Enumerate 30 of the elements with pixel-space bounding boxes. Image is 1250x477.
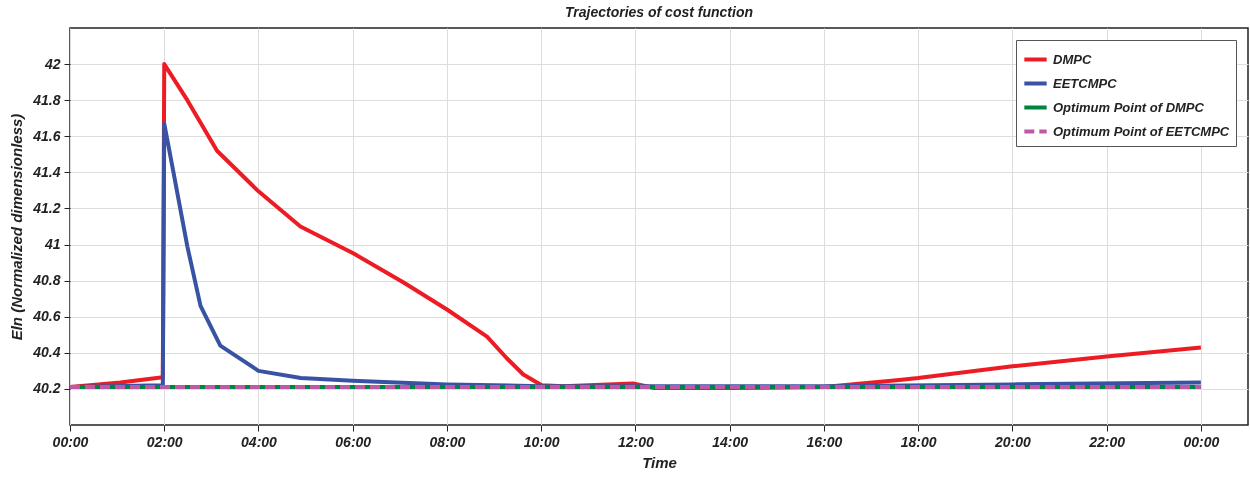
x-tick-label: 02:00 <box>146 433 183 450</box>
x-tick-label: 12:00 <box>618 433 655 450</box>
y-tick-label: 40.6 <box>32 308 61 325</box>
y-tick-label: 41 <box>43 236 61 253</box>
y-tick-label: 42 <box>43 55 61 72</box>
y-tick-label: 41.6 <box>32 127 61 144</box>
legend-label: Optimum Point of EETCMPC <box>1053 123 1230 139</box>
y-tick-label: 40.2 <box>32 380 61 397</box>
x-tick-label: 06:00 <box>335 433 372 450</box>
x-tick-label: 10:00 <box>523 433 560 450</box>
x-tick-label: 18:00 <box>900 433 937 450</box>
x-tick-label: 00:00 <box>52 433 89 450</box>
legend-label: Optimum Point of DMPC <box>1053 99 1205 115</box>
y-tick-label: 41.2 <box>32 199 61 216</box>
legend-label: EETCMPC <box>1053 75 1118 91</box>
y-tick-label: 40.8 <box>32 272 61 289</box>
x-tick-label: 08:00 <box>429 433 466 450</box>
chart-title: Trajectories of cost function <box>565 4 753 20</box>
x-tick-label: 16:00 <box>806 433 843 450</box>
x-tick-label: 22:00 <box>1088 433 1126 450</box>
y-axis-title: Eln (Normalized dimensionless) <box>8 113 26 341</box>
x-axis-title: Time <box>642 453 677 471</box>
x-tick-label: 04:00 <box>241 433 278 450</box>
legend-label: DMPC <box>1053 51 1092 67</box>
y-tick-label: 40.4 <box>32 344 61 361</box>
y-tick-label: 41.8 <box>32 91 61 108</box>
y-tick-label: 41.4 <box>32 163 61 180</box>
x-tick-label: 14:00 <box>712 433 749 450</box>
x-tick-label: 20:00 <box>993 433 1032 450</box>
x-tick-label: 00:00 <box>1183 433 1220 450</box>
